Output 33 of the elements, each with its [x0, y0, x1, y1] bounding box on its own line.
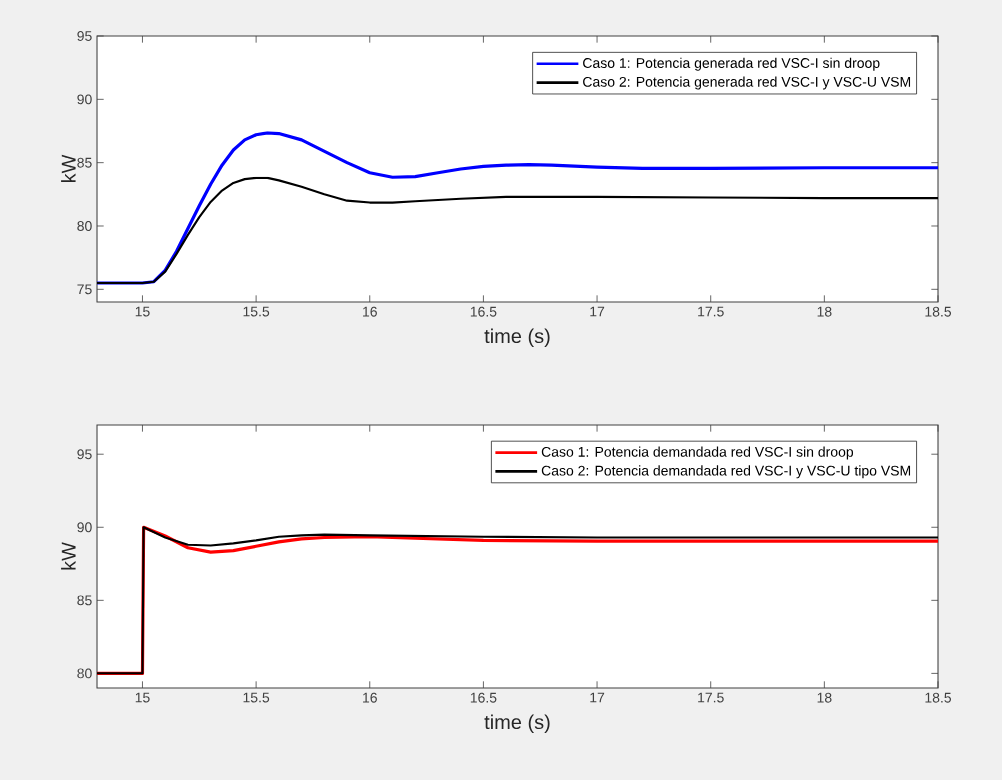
x-tick-label: 15.5	[243, 306, 270, 317]
x-tick-label: 16.5	[470, 306, 497, 317]
legend-label: Caso 2: Potencia demandada red VSC-I y VSC-U tipo VSM	[541, 465, 911, 479]
x-axis-title: time (s)	[484, 328, 550, 348]
x-tick-label: 15	[135, 306, 150, 317]
y-tick-label: 90	[77, 522, 92, 533]
y-tick-label: 80	[77, 668, 92, 679]
y-axis-title: kW	[61, 542, 76, 570]
y-tick-label: 85	[77, 157, 92, 168]
legend-label: Caso 1: Potencia generada red VSC-I sin droop	[583, 57, 880, 71]
y-tick-label: 75	[77, 284, 92, 295]
x-tick-label: 18	[817, 692, 832, 703]
y-tick-label: 80	[77, 221, 92, 231]
x-tick-label: 16	[363, 692, 377, 703]
x-tick-label: 17.5	[698, 306, 724, 317]
legend-label: Caso 1: Potencia demandada red VSC-I sin droop	[541, 446, 854, 460]
y-axis-title: kW	[61, 154, 76, 183]
x-tick-label: 17	[590, 692, 605, 703]
x-tick-label: 16	[363, 306, 377, 317]
x-tick-label: 18.5	[925, 692, 952, 703]
legend-label: Caso 2: Potencia generada red VSC-I y VSC-U VSM	[583, 76, 911, 90]
x-tick-label: 18.5	[925, 306, 952, 317]
y-tick-label: 95	[77, 449, 92, 460]
x-tick-label: 17.5	[698, 692, 724, 703]
x-axis-title: time (s)	[484, 714, 550, 734]
x-tick-label: 16.5	[470, 692, 497, 703]
y-tick-label: 85	[77, 595, 92, 606]
x-tick-label: 18	[817, 306, 832, 317]
y-tick-label: 95	[77, 31, 92, 41]
x-tick-label: 17	[590, 306, 605, 317]
y-tick-label: 90	[77, 94, 92, 105]
x-tick-label: 15.5	[243, 692, 270, 703]
x-tick-label: 15	[135, 692, 150, 703]
